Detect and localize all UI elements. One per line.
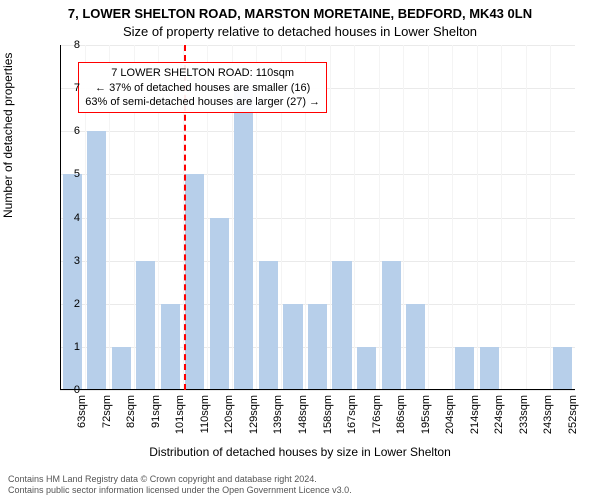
x-tick: 204sqm bbox=[444, 395, 456, 434]
bar bbox=[553, 347, 572, 390]
x-tick: 139sqm bbox=[272, 395, 284, 434]
y-tick: 1 bbox=[60, 341, 80, 353]
x-tick: 63sqm bbox=[76, 395, 88, 428]
bar bbox=[382, 261, 401, 390]
bar bbox=[63, 174, 82, 390]
info-box-line: 7 LOWER SHELTON ROAD: 110sqm bbox=[85, 66, 320, 80]
x-tick: 158sqm bbox=[322, 395, 334, 434]
bar bbox=[480, 347, 499, 390]
x-tick: 233sqm bbox=[518, 395, 530, 434]
gridline-v bbox=[330, 45, 331, 390]
bar bbox=[185, 174, 204, 390]
bar bbox=[332, 261, 351, 390]
x-tick: 148sqm bbox=[297, 395, 309, 434]
x-tick: 214sqm bbox=[469, 395, 481, 434]
bar bbox=[161, 304, 180, 390]
bar bbox=[259, 261, 278, 390]
chart-title: 7, LOWER SHELTON ROAD, MARSTON MORETAINE… bbox=[0, 6, 600, 21]
y-axis-label: Number of detached properties bbox=[1, 53, 15, 218]
footer-line2: Contains public sector information licen… bbox=[8, 485, 352, 496]
y-tick: 7 bbox=[60, 82, 80, 94]
gridline bbox=[60, 131, 575, 132]
gridline-v bbox=[477, 45, 478, 390]
gridline-v bbox=[403, 45, 404, 390]
plot-area: 7 LOWER SHELTON ROAD: 110sqm← 37% of det… bbox=[60, 45, 575, 390]
x-tick: 72sqm bbox=[101, 395, 113, 428]
x-tick: 91sqm bbox=[150, 395, 162, 428]
y-tick: 3 bbox=[60, 255, 80, 267]
x-tick: 110sqm bbox=[199, 395, 211, 433]
bar bbox=[357, 347, 376, 390]
info-box-line: 63% of semi-detached houses are larger (… bbox=[85, 95, 320, 109]
info-box: 7 LOWER SHELTON ROAD: 110sqm← 37% of det… bbox=[78, 62, 327, 113]
x-axis-line bbox=[60, 389, 575, 390]
bar bbox=[455, 347, 474, 390]
gridline-v bbox=[428, 45, 429, 390]
gridline-v bbox=[526, 45, 527, 390]
gridline-v bbox=[501, 45, 502, 390]
gridline bbox=[60, 218, 575, 219]
gridline bbox=[60, 390, 575, 391]
y-tick: 6 bbox=[60, 125, 80, 137]
x-tick: 186sqm bbox=[395, 395, 407, 434]
x-tick: 224sqm bbox=[493, 395, 505, 434]
x-tick: 195sqm bbox=[420, 395, 432, 434]
bar bbox=[112, 347, 131, 390]
x-tick: 167sqm bbox=[346, 395, 358, 434]
y-tick: 5 bbox=[60, 168, 80, 180]
x-tick: 82sqm bbox=[125, 395, 137, 428]
info-box-line: ← 37% of detached houses are smaller (16… bbox=[85, 81, 320, 95]
gridline bbox=[60, 45, 575, 46]
footer-line1: Contains HM Land Registry data © Crown c… bbox=[8, 474, 352, 485]
gridline-v bbox=[354, 45, 355, 390]
bar bbox=[210, 218, 229, 391]
footer-attribution: Contains HM Land Registry data © Crown c… bbox=[8, 474, 352, 496]
y-tick: 4 bbox=[60, 212, 80, 224]
bar bbox=[406, 304, 425, 390]
gridline-v bbox=[379, 45, 380, 390]
gridline-v bbox=[550, 45, 551, 390]
x-tick: 176sqm bbox=[371, 395, 383, 434]
bar bbox=[234, 88, 253, 390]
gridline bbox=[60, 174, 575, 175]
gridline-v bbox=[452, 45, 453, 390]
x-tick: 101sqm bbox=[174, 395, 186, 434]
x-tick: 243sqm bbox=[542, 395, 554, 434]
y-tick: 2 bbox=[60, 298, 80, 310]
x-tick: 252sqm bbox=[567, 395, 579, 434]
x-axis-label: Distribution of detached houses by size … bbox=[0, 445, 600, 459]
bar bbox=[283, 304, 302, 390]
y-tick: 8 bbox=[60, 39, 80, 51]
bar bbox=[87, 131, 106, 390]
x-tick: 129sqm bbox=[248, 395, 260, 434]
chart-subtitle: Size of property relative to detached ho… bbox=[0, 24, 600, 39]
bar bbox=[308, 304, 327, 390]
x-tick: 120sqm bbox=[223, 395, 235, 434]
bar bbox=[136, 261, 155, 390]
